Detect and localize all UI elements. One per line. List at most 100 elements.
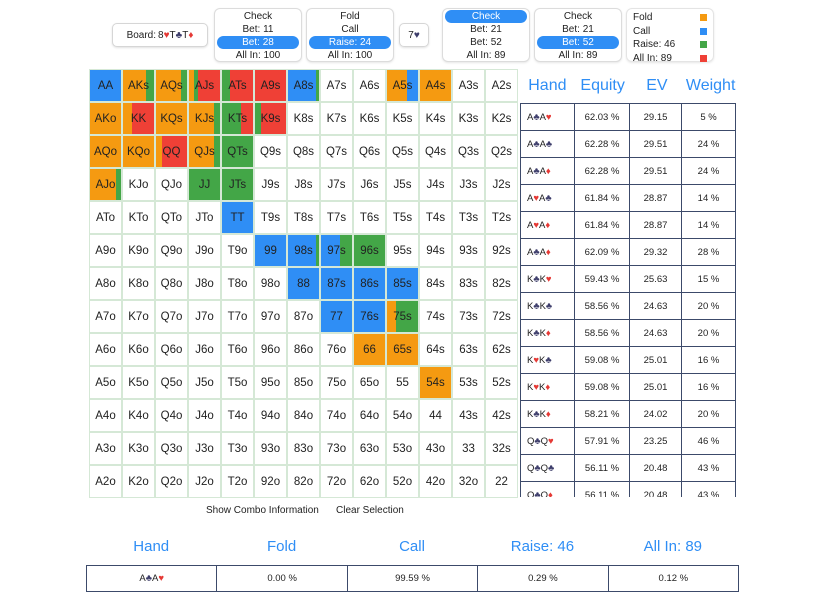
hand-cell[interactable]: 95s	[386, 234, 419, 267]
hand-cell[interactable]: 42o	[419, 465, 452, 498]
hand-cell[interactable]: 96s	[353, 234, 386, 267]
hand-cell[interactable]: 74s	[419, 300, 452, 333]
hand-cell[interactable]: A5s	[386, 69, 419, 102]
hand-cell[interactable]: A8s	[287, 69, 320, 102]
hand-cell[interactable]: Q4o	[155, 399, 188, 432]
hand-cell[interactable]: A4s	[419, 69, 452, 102]
hand-cell[interactable]: 83s	[452, 267, 485, 300]
hand-cell[interactable]: 83o	[287, 432, 320, 465]
hand-cell[interactable]: Q2o	[155, 465, 188, 498]
action-option[interactable]: Bet: 52	[537, 36, 619, 49]
hand-cell[interactable]: QJo	[155, 168, 188, 201]
hand-cell[interactable]: 52s	[485, 366, 518, 399]
hand-cell[interactable]: K5o	[122, 366, 155, 399]
action-option[interactable]: Bet: 28	[217, 36, 299, 49]
hand-cell[interactable]: J9s	[254, 168, 287, 201]
hand-cell[interactable]: T8o	[221, 267, 254, 300]
hand-cell[interactable]: T3o	[221, 432, 254, 465]
hand-cell[interactable]: Q7s	[320, 135, 353, 168]
hand-cell[interactable]: 98o	[254, 267, 287, 300]
hand-cell[interactable]: 88	[287, 267, 320, 300]
hand-cell[interactable]: 72s	[485, 300, 518, 333]
hand-cell[interactable]: Q9s	[254, 135, 287, 168]
hand-cell[interactable]: JTs	[221, 168, 254, 201]
hand-cell[interactable]: 52o	[386, 465, 419, 498]
hand-cell[interactable]: K2s	[485, 102, 518, 135]
hand-cell[interactable]: K8o	[122, 267, 155, 300]
hand-cell[interactable]: K8s	[287, 102, 320, 135]
hand-cell[interactable]: KTo	[122, 201, 155, 234]
hand-cell[interactable]: 65o	[353, 366, 386, 399]
combo-row[interactable]: Q♣Q♦ 56.11 % 20.48 43 %	[520, 481, 738, 497]
hand-cell[interactable]: ATs	[221, 69, 254, 102]
turn-card-button[interactable]: 7 ♥	[399, 23, 429, 47]
hand-cell[interactable]: AJs	[188, 69, 221, 102]
hand-cell[interactable]: 44	[419, 399, 452, 432]
hand-cell[interactable]: 86o	[287, 333, 320, 366]
hand-cell[interactable]: AKo	[89, 102, 122, 135]
hand-cell[interactable]: 62s	[485, 333, 518, 366]
hand-cell[interactable]: K6o	[122, 333, 155, 366]
hand-cell[interactable]: 82o	[287, 465, 320, 498]
hand-cell[interactable]: 84o	[287, 399, 320, 432]
hand-cell[interactable]: J7o	[188, 300, 221, 333]
hand-cell[interactable]: 73o	[320, 432, 353, 465]
hand-cell[interactable]: 55	[386, 366, 419, 399]
hand-cell[interactable]: 64s	[419, 333, 452, 366]
action-option[interactable]: All In: 89	[558, 50, 598, 61]
hand-cell[interactable]: Q5o	[155, 366, 188, 399]
hand-cell[interactable]: KK	[122, 102, 155, 135]
hand-cell[interactable]: 64o	[353, 399, 386, 432]
hand-cell[interactable]: K2o	[122, 465, 155, 498]
hand-cell[interactable]: A9o	[89, 234, 122, 267]
action-option[interactable]: Bet: 21	[470, 24, 502, 35]
hand-cell[interactable]: A3s	[452, 69, 485, 102]
hand-cell[interactable]: AA	[89, 69, 122, 102]
hand-cell[interactable]: 43o	[419, 432, 452, 465]
combo-row[interactable]: A♥A♣ 61.84 % 28.87 14 %	[520, 184, 738, 212]
hand-cell[interactable]: AJo	[89, 168, 122, 201]
hand-cell[interactable]: QTo	[155, 201, 188, 234]
hand-cell[interactable]: KTs	[221, 102, 254, 135]
hand-cell[interactable]: T5o	[221, 366, 254, 399]
hand-cell[interactable]: Q5s	[386, 135, 419, 168]
hand-cell[interactable]: T9s	[254, 201, 287, 234]
action-node-4[interactable]: Check Bet: 21 Bet: 52 All In: 89	[534, 8, 622, 62]
combo-row[interactable]: K♥K♦ 59.08 % 25.01 16 %	[520, 373, 738, 401]
action-option[interactable]: All In: 89	[466, 50, 506, 61]
hand-cell[interactable]: 87s	[320, 267, 353, 300]
hand-cell[interactable]: A7s	[320, 69, 353, 102]
hand-cell[interactable]: T7s	[320, 201, 353, 234]
hand-cell[interactable]: KQo	[122, 135, 155, 168]
hand-cell[interactable]: J3o	[188, 432, 221, 465]
hand-cell[interactable]: Q8s	[287, 135, 320, 168]
action-option[interactable]: All In: 100	[327, 50, 373, 61]
hand-cell[interactable]: 62o	[353, 465, 386, 498]
hand-cell[interactable]: J8s	[287, 168, 320, 201]
hand-cell[interactable]: 87o	[287, 300, 320, 333]
hand-cell[interactable]: 73s	[452, 300, 485, 333]
hand-cell[interactable]: JJ	[188, 168, 221, 201]
hand-cell[interactable]: 96o	[254, 333, 287, 366]
hand-cell[interactable]: 66	[353, 333, 386, 366]
hand-cell[interactable]: QTs	[221, 135, 254, 168]
hand-cell[interactable]: T7o	[221, 300, 254, 333]
hand-cell[interactable]: K3s	[452, 102, 485, 135]
hand-cell[interactable]: J5s	[386, 168, 419, 201]
hand-cell[interactable]: 84s	[419, 267, 452, 300]
hand-cell[interactable]: 97o	[254, 300, 287, 333]
hand-cell[interactable]: J4o	[188, 399, 221, 432]
hand-cell[interactable]: 65s	[386, 333, 419, 366]
combo-row[interactable]: K♣K♣ 58.56 % 24.63 20 %	[520, 292, 738, 320]
combo-row[interactable]: Q♣Q♣ 56.11 % 20.48 43 %	[520, 454, 738, 482]
hand-cell[interactable]: J9o	[188, 234, 221, 267]
action-node-1[interactable]: Check Bet: 11 Bet: 28 All In: 100	[214, 8, 302, 62]
action-option[interactable]: Bet: 11	[242, 24, 274, 35]
action-option[interactable]: All In: 100	[235, 50, 281, 61]
hand-cell[interactable]: K6s	[353, 102, 386, 135]
hand-cell[interactable]: J6o	[188, 333, 221, 366]
combo-row[interactable]: K♣K♦ 58.56 % 24.63 20 %	[520, 319, 738, 347]
hand-cell[interactable]: 77	[320, 300, 353, 333]
hand-cell[interactable]: KQs	[155, 102, 188, 135]
hand-cell[interactable]: 43s	[452, 399, 485, 432]
